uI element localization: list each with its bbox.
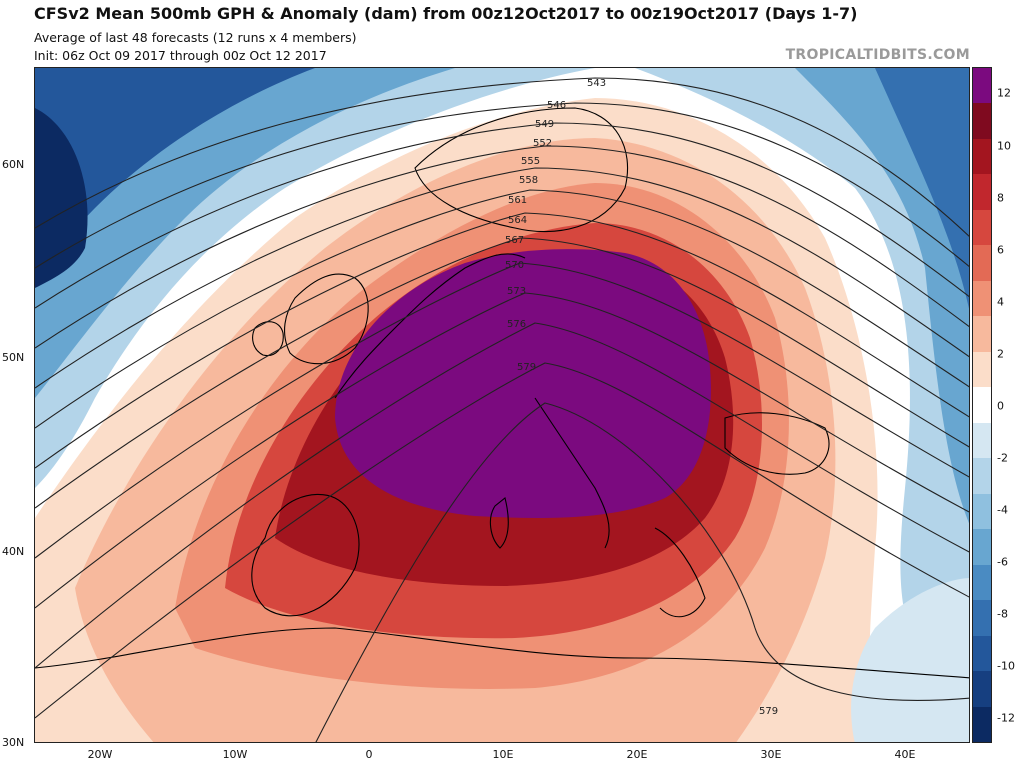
colorbar-segment <box>973 280 991 317</box>
lat-label-50n: 50N <box>2 351 25 364</box>
contour-label: 576 <box>507 319 526 330</box>
lon-label-10e: 10E <box>492 748 514 761</box>
colorbar-segment <box>973 635 991 672</box>
contour-567 <box>35 262 969 559</box>
colorbar-segment <box>973 138 991 175</box>
north-africa-coast <box>35 627 969 679</box>
site-watermark: TROPICALTIDBITS.COM <box>785 47 970 63</box>
colorbar-segment <box>973 245 991 282</box>
colorbar-segment <box>973 68 991 104</box>
contour-label: 543 <box>587 78 606 89</box>
colorbar-label: -8 <box>997 607 1008 621</box>
contour-label: 561 <box>508 195 527 206</box>
anomaly-colorbar <box>972 67 992 743</box>
colorbar-segment <box>973 458 991 495</box>
lat-label-60n: 60N <box>2 158 25 171</box>
contour-573 <box>35 322 969 669</box>
contour-label: 555 <box>521 156 540 167</box>
colorbar-label: -10 <box>997 659 1015 673</box>
contour-label: 549 <box>535 119 554 130</box>
map-title: CFSv2 Mean 500mb GPH & Anomaly (dam) fro… <box>34 4 858 23</box>
contour-579 <box>315 402 969 742</box>
lon-label-0: 0 <box>365 748 373 761</box>
italy-coast <box>534 397 610 549</box>
contour-label: 564 <box>508 215 527 226</box>
colorbar-segment <box>973 209 991 246</box>
blue-anomaly-northwest-strong <box>35 68 315 288</box>
contour-label: 552 <box>533 138 552 149</box>
blue-anomaly-southeast <box>851 578 969 742</box>
colorbar-segment <box>973 316 991 353</box>
map-canvas: 543 546 549 552 555 558 561 564 567 570 … <box>35 68 969 742</box>
anomaly-map: 543 546 549 552 555 558 561 564 567 570 … <box>34 67 970 743</box>
lon-label-30e: 30E <box>760 748 782 761</box>
forecast-average-subtitle: Average of last 48 forecasts (12 runs x … <box>34 30 357 45</box>
blue-anomaly-core <box>35 108 88 288</box>
contour-558 <box>35 189 969 429</box>
coastlines <box>35 107 969 679</box>
contour-570 <box>35 292 969 609</box>
colorbar-label: -4 <box>997 503 1008 517</box>
lat-label-40n: 40N <box>2 545 25 558</box>
init-time-subtitle: Init: 06z Oct 09 2017 through 00z Oct 12… <box>34 48 327 63</box>
colorbar-label: -2 <box>997 451 1008 465</box>
contour-label: 546 <box>547 100 566 111</box>
colorbar-label: 6 <box>997 243 1004 257</box>
colorbar-segment <box>973 564 991 601</box>
colorbar-label: 8 <box>997 191 1004 205</box>
colorbar-segment <box>973 493 991 530</box>
france-coast <box>334 253 526 399</box>
lat-label-30n: 30N <box>2 736 25 749</box>
lon-label-40e: 40E <box>894 748 916 761</box>
contour-labels: 543 546 549 552 555 558 561 564 567 570 … <box>505 78 778 717</box>
lon-label-10w: 10W <box>222 748 248 761</box>
contour-546 <box>35 102 969 269</box>
scandinavia-coast <box>414 107 629 233</box>
contour-label: 579 <box>759 706 778 717</box>
lon-label-20w: 20W <box>87 748 113 761</box>
colorbar-label: 10 <box>997 139 1011 153</box>
colorbar-segment <box>973 600 991 637</box>
colorbar-label: 4 <box>997 295 1004 309</box>
iberia-coast <box>251 493 360 617</box>
greece-coast <box>654 527 706 618</box>
ireland-coast <box>252 321 284 357</box>
contour-543 <box>35 77 969 237</box>
contour-label: 570 <box>505 260 524 271</box>
colorbar-label: -6 <box>997 555 1008 569</box>
blue-anomaly-northeast <box>875 68 969 309</box>
contour-label: 558 <box>519 175 538 186</box>
contour-label: 567 <box>505 235 524 246</box>
contour-label: 579 <box>517 362 536 373</box>
black-sea-coast <box>724 412 830 475</box>
colorbar-segment <box>973 387 991 424</box>
colorbar-segment <box>973 174 991 211</box>
colorbar-label: -12 <box>997 711 1015 725</box>
colorbar-segment <box>973 671 991 708</box>
contour-564 <box>35 237 969 509</box>
colorbar-segment <box>973 529 991 566</box>
colorbar-segment <box>973 351 991 388</box>
britain-coast <box>284 273 369 365</box>
colorbar-segment <box>973 422 991 459</box>
contour-label: 573 <box>507 286 526 297</box>
contour-555 <box>35 167 969 389</box>
blue-anomaly-east-strong <box>795 68 969 524</box>
contour-576 <box>35 362 969 719</box>
colorbar-label: 0 <box>997 399 1004 413</box>
contour-549 <box>35 122 969 309</box>
colorbar-segment <box>973 103 991 140</box>
sardinia-coast <box>489 497 509 549</box>
colorbar-label: 12 <box>997 86 1011 100</box>
contour-552 <box>35 145 969 349</box>
height-contours <box>35 77 969 742</box>
colorbar-label: 2 <box>997 347 1004 361</box>
contour-561 <box>35 212 969 469</box>
lon-label-20e: 20E <box>626 748 648 761</box>
colorbar-segment <box>973 706 991 743</box>
